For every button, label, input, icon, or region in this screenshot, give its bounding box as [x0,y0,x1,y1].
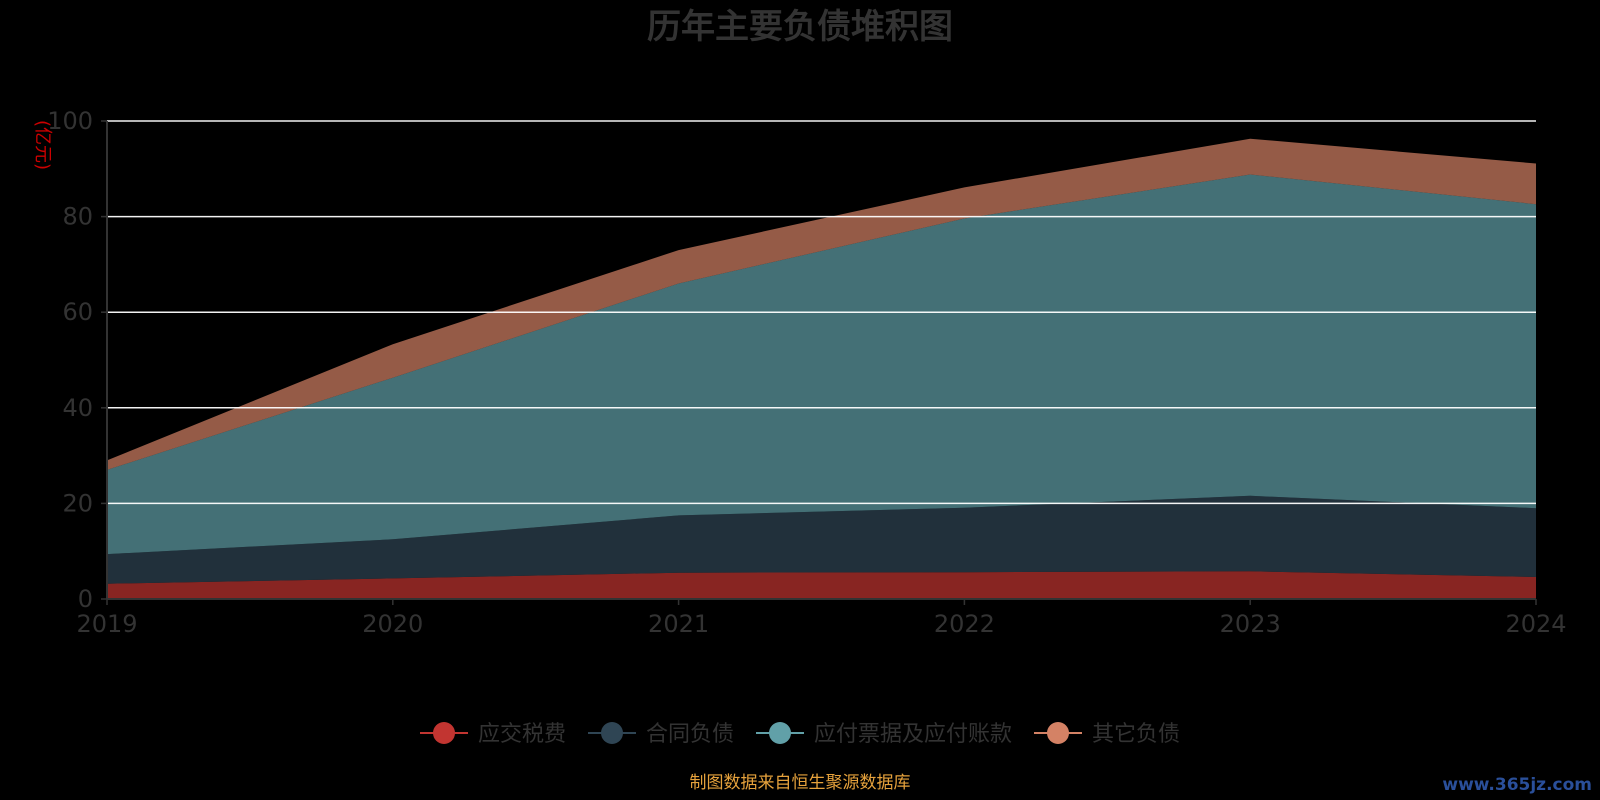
area-series-4 [107,138,1536,470]
legend-marker-icon [601,722,623,744]
area-series-3 [107,174,1536,555]
y-tick-label: 20 [62,489,93,517]
legend-marker-icon [1047,722,1069,744]
area-series-1 [107,571,1536,599]
legend-label: 其它负债 [1092,722,1180,747]
x-tick-label: 2023 [1220,610,1281,638]
legend-marker-icon [433,722,455,744]
y-tick-label: 0 [78,585,93,613]
x-tick-label: 2024 [1505,610,1566,638]
y-tick-label: 100 [47,107,93,135]
legend-label: 应交税费 [478,722,566,747]
legend-item-4[interactable]: 其它负债 [1034,722,1180,747]
area-series-2 [107,495,1536,584]
grid-layer [107,120,1536,505]
x-tick-label: 2021 [648,610,709,638]
x-tick-label: 2019 [76,610,137,638]
legend: 应交税费 合同负债 应付票据及应付账款 其它负债 [420,722,1180,747]
legend-item-2[interactable]: 合同负债 [588,722,734,747]
x-tick-label: 2022 [934,610,995,638]
legend-item-1[interactable]: 应交税费 [420,722,566,747]
legend-label: 应付票据及应付账款 [814,722,1012,747]
area-layer [107,138,1536,599]
axis-layer: 0 20 40 60 80 100 2019 2020 2021 2022 2023 2024 [47,107,1566,638]
chart-title: 历年主要负债堆积图 [647,7,953,47]
legend-marker-icon [769,722,791,744]
legend-item-3[interactable]: 应付票据及应付账款 [756,722,1012,747]
data-source-note: 制图数据来自恒生聚源数据库 [690,773,911,793]
y-tick-label: 80 [62,203,93,231]
y-tick-label: 60 [62,298,93,326]
watermark: www.365jz.com [1442,775,1592,795]
y-tick-label: 40 [62,394,93,422]
x-tick-label: 2020 [362,610,423,638]
legend-label: 合同负债 [646,722,734,747]
y-axis-unit-label: (亿元) [32,120,53,170]
